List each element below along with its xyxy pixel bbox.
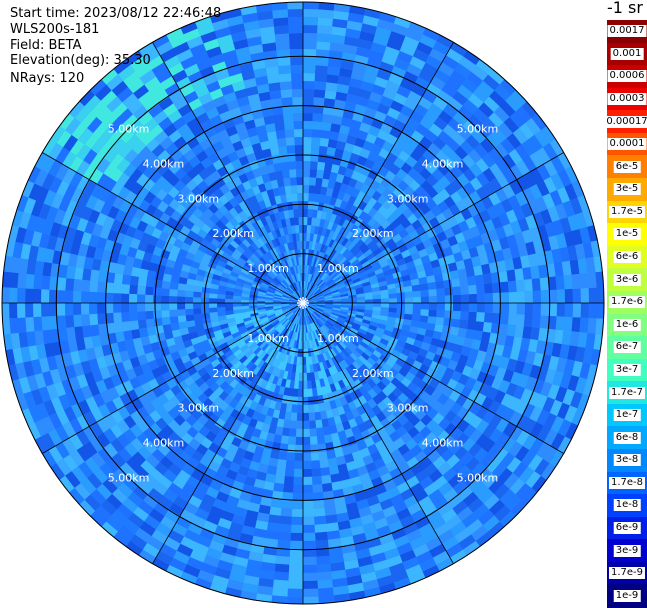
range-ring-label: 2.00km	[352, 227, 394, 240]
colorbar-segment: 0.00017	[604, 110, 647, 135]
colorbar-segment: 1e-8	[607, 494, 647, 519]
colorbar-tick-label: 1e-9	[613, 589, 641, 602]
colorbar-segment: 1e-7	[607, 403, 647, 428]
colorbar-segment: 0.001	[607, 42, 647, 67]
field-cells	[2, 2, 604, 604]
azimuth-spoke	[302, 42, 454, 304]
colorbar-segment: 1.7e-6	[607, 290, 647, 315]
colorbar-tick-label: 3e-8	[613, 454, 641, 467]
colorbar-tick-label: 1.7e-8	[608, 476, 646, 489]
range-ring-label: 5.00km	[108, 123, 150, 136]
colorbar-tick-label: 0.0001	[607, 138, 647, 151]
field-label: Field: BETA	[10, 38, 82, 53]
colorbar-segment: 1e-9	[607, 584, 647, 608]
azimuth-spoke	[302, 302, 564, 454]
colorbar-tick-label: 0.0006	[607, 70, 647, 83]
range-ring-label: 2.00km	[212, 227, 254, 240]
colorbar-tick-label: 1.7e-9	[608, 567, 646, 580]
colorbar-tick-label: 3e-9	[613, 544, 641, 557]
colorbar-tick-label: 1e-5	[613, 228, 641, 241]
nrays-label: NRays: 120	[10, 71, 85, 86]
colorbar-tick-label: 0.00017	[604, 115, 647, 128]
field-cells	[7, 7, 604, 604]
colorbar-segment: 6e-6	[607, 245, 647, 270]
range-ring-label: 1.00km	[247, 332, 289, 345]
azimuth-spoke	[302, 152, 564, 304]
colorbar-segment: 3e-7	[607, 358, 647, 383]
colorbar-segment: 3e-6	[607, 268, 647, 293]
colorbar-segment: 6e-8	[607, 426, 647, 451]
colorbar-segment: 1.7e-5	[607, 200, 647, 225]
range-labels: 1.00km 1.00km 1.00km 1.00km 2.00km 2.00km 2.00…	[108, 123, 498, 485]
colorbar-tick-label: 0.0003	[607, 93, 647, 105]
colorbar-segment: 0.0001	[607, 132, 647, 157]
colorbar-tick-label: 6e-6	[613, 251, 641, 264]
colorbar-tick-label: 1.7e-5	[608, 205, 646, 218]
range-ring-label: 1.00km	[247, 262, 289, 275]
colorbar-tick-label: 1e-8	[613, 499, 641, 512]
colorbar-segment: 6e-7	[607, 336, 647, 361]
colorbar-tick-label: 0.001	[610, 47, 644, 60]
field-cells	[41, 15, 246, 173]
colorbar-tick-label: 6e-9	[613, 521, 641, 534]
azimuth-spoke	[152, 42, 304, 304]
ppi-plot: 1.00km 1.00km 1.00km 1.00km 2.00km 2.00km 2.00…	[1, 1, 605, 605]
range-ring-label: 5.00km	[108, 471, 150, 484]
colorbar-tick-label: 6e-7	[613, 341, 641, 354]
colorbar-tick-label: 1.7e-6	[608, 296, 646, 309]
colorbar-segment: 1.7e-9	[607, 561, 647, 586]
colorbar-tick-label: 3e-6	[613, 273, 641, 286]
range-ring-label: 3.00km	[178, 192, 220, 205]
colorbar-segment: 0.0017	[607, 20, 647, 44]
elevation-label: Elevation(deg): 35.30	[10, 53, 151, 68]
colorbar-tick-label: 0.0017	[607, 25, 647, 38]
colorbar-segment: 1.7e-7	[607, 381, 647, 406]
azimuth-spoke	[302, 302, 454, 564]
range-ring-label: 3.00km	[387, 402, 429, 415]
colorbar-segment: 0.0003	[607, 87, 647, 112]
colorbar-tick-label: 3e-7	[613, 363, 641, 376]
colorbar-segment: 1e-5	[607, 223, 647, 248]
range-ring-label: 5.00km	[457, 123, 499, 136]
azimuth-spoke	[152, 302, 304, 564]
range-ring-label: 4.00km	[143, 157, 185, 170]
colorbar-segment: 3e-5	[607, 178, 647, 203]
colorbar-segment: 6e-5	[607, 155, 647, 180]
colorbar-segment: 0.0006	[607, 65, 647, 90]
range-ring-label: 1.00km	[317, 332, 359, 345]
field-cells	[12, 4, 604, 604]
range-ring-label: 3.00km	[178, 402, 220, 415]
colorbar-tick-label: 1e-7	[613, 409, 641, 422]
colorbar-segment: 1.7e-8	[607, 471, 647, 496]
range-ring-label: 2.00km	[352, 367, 394, 380]
azimuth-spoke	[42, 302, 304, 454]
colorbar: 0.0017 0.001 0.0006 0.0003 0.00017 0.0001 6e-5…	[604, 20, 647, 608]
range-ring-label: 5.00km	[457, 471, 499, 484]
field-cells	[2, 2, 597, 602]
colorbar-segment: 3e-8	[607, 448, 647, 473]
range-ring-label: 4.00km	[143, 437, 185, 450]
range-ring-label: 4.00km	[422, 437, 464, 450]
azimuth-spoke	[42, 152, 304, 304]
colorbar-tick-label: 6e-8	[613, 431, 641, 444]
range-ring-label: 3.00km	[387, 192, 429, 205]
range-ring-label: 2.00km	[212, 367, 254, 380]
field-cells	[56, 27, 244, 184]
colorbar-segment: 6e-9	[607, 516, 647, 541]
range-grid	[1, 1, 605, 605]
start-time-label: Start time: 2023/08/12 22:46:48	[10, 6, 222, 21]
colorbar-unit-title: -1 sr	[607, 0, 643, 17]
colorbar-segment: 1e-6	[607, 313, 647, 338]
colorbar-tick-label: 1e-6	[613, 318, 641, 331]
colorbar-tick-label: 1.7e-7	[608, 386, 646, 399]
radar-center-mark	[299, 297, 304, 304]
range-ring-label: 4.00km	[422, 157, 464, 170]
field-cells	[213, 306, 350, 397]
colorbar-segment: 3e-9	[607, 539, 647, 564]
colorbar-tick-label: 6e-5	[613, 160, 641, 173]
colorbar-tick-label: 3e-5	[613, 183, 641, 196]
field-cells	[9, 2, 604, 604]
range-ring-label: 1.00km	[317, 262, 359, 275]
system-label: WLS200s-181	[10, 22, 100, 37]
